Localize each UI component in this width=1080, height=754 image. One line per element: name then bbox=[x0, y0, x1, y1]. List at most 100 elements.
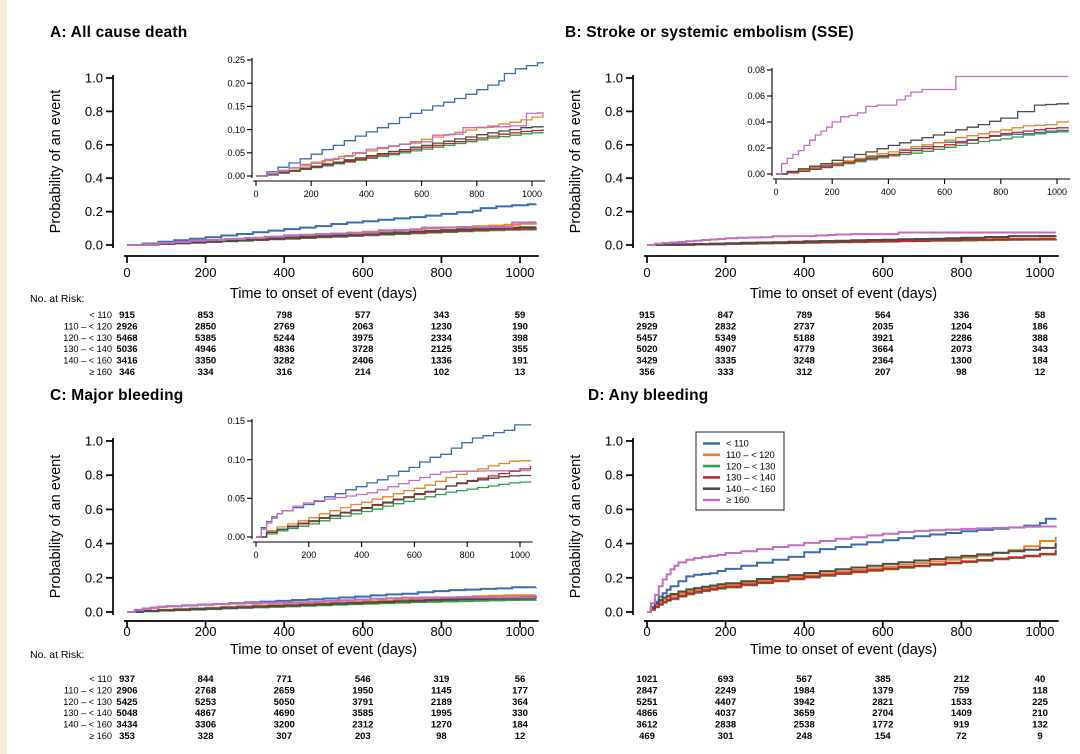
at-risk-value: 3282 bbox=[274, 356, 295, 367]
at-risk-value: 3416 bbox=[116, 356, 137, 367]
at-risk-value: 328 bbox=[198, 731, 214, 742]
at-risk-value: 5036 bbox=[116, 344, 137, 355]
at-risk-value: 333 bbox=[718, 367, 734, 378]
x-axis-title: Time to onset of event (days) bbox=[230, 642, 417, 658]
legend-label: < 110 bbox=[726, 439, 749, 449]
at-risk-value: 3975 bbox=[352, 333, 374, 344]
at-risk-value: 343 bbox=[433, 310, 449, 321]
at-risk-value: 225 bbox=[1032, 697, 1049, 708]
at-risk-row-label: 120 – < 130 bbox=[63, 697, 112, 707]
at-risk-value: 577 bbox=[355, 310, 371, 321]
at-risk-value: 5050 bbox=[274, 697, 295, 708]
inset-x-tick-label: 400 bbox=[881, 187, 896, 197]
at-risk-value: 355 bbox=[512, 344, 529, 355]
at-risk-value: 4037 bbox=[715, 708, 736, 719]
series-line-inset bbox=[256, 424, 532, 538]
at-risk-value: 319 bbox=[433, 674, 449, 685]
at-risk-value: 567 bbox=[796, 674, 812, 685]
at-risk-value: 3306 bbox=[195, 720, 216, 731]
inset-x-tick-label: 0 bbox=[253, 189, 258, 199]
page-edge-strip bbox=[0, 0, 7, 754]
y-tick-label: 0.0 bbox=[85, 605, 103, 620]
at-risk-value: 2850 bbox=[195, 321, 216, 332]
at-risk-value: 4690 bbox=[274, 708, 295, 719]
at-risk-value: 4946 bbox=[195, 344, 216, 355]
at-risk-value: 184 bbox=[512, 720, 529, 731]
series-line-inset bbox=[256, 112, 544, 177]
at-risk-value: 2906 bbox=[116, 685, 137, 696]
at-risk-value: 12 bbox=[1035, 367, 1046, 378]
at-risk-value: 98 bbox=[436, 731, 447, 742]
at-risk-value: 102 bbox=[433, 367, 449, 378]
at-risk-value: 132 bbox=[1032, 720, 1048, 731]
at-risk-value: 2286 bbox=[951, 333, 972, 344]
inset-y-tick-label: 0.00 bbox=[227, 171, 245, 181]
y-tick-label: 0.4 bbox=[85, 171, 103, 186]
at-risk-value: 5048 bbox=[116, 708, 137, 719]
series-line-inset bbox=[256, 125, 544, 177]
series-line-inset bbox=[776, 120, 1069, 175]
at-risk-value: 56 bbox=[515, 674, 526, 685]
at-risk-value: 693 bbox=[718, 674, 734, 685]
inset-x-tick-label: 800 bbox=[469, 189, 484, 199]
legend-label: 120 – < 130 bbox=[726, 461, 775, 471]
at-risk-value: 58 bbox=[1035, 310, 1046, 321]
at-risk-value: 3350 bbox=[195, 356, 216, 367]
at-risk-value: 919 bbox=[953, 720, 969, 731]
series-line-inset bbox=[256, 481, 532, 538]
at-risk-value: 3429 bbox=[636, 356, 657, 367]
at-risk-row-label: 130 – < 140 bbox=[63, 344, 112, 354]
inset-x-tick-label: 800 bbox=[993, 187, 1008, 197]
series-line-main bbox=[647, 542, 1057, 613]
x-tick-label: 1000 bbox=[506, 624, 535, 639]
x-tick-label: 800 bbox=[431, 624, 453, 639]
inset-y-tick-label: 0.00 bbox=[227, 532, 245, 542]
main-axes bbox=[106, 75, 539, 263]
at-risk-value: 40 bbox=[1035, 674, 1046, 685]
y-tick-label: 0.6 bbox=[605, 137, 623, 152]
at-risk-value: 1995 bbox=[431, 708, 453, 719]
x-tick-label: 0 bbox=[643, 624, 650, 639]
series-line-inset bbox=[256, 61, 544, 177]
at-risk-value: 789 bbox=[796, 310, 812, 321]
at-risk-value: 2334 bbox=[431, 333, 453, 344]
y-tick-label: 0.8 bbox=[85, 468, 103, 483]
y-tick-label: 0.4 bbox=[605, 171, 623, 186]
x-tick-label: 200 bbox=[195, 265, 217, 280]
at-risk-row-label: 120 – < 130 bbox=[63, 333, 112, 343]
inset-axes bbox=[247, 419, 533, 547]
at-risk-value: 2704 bbox=[872, 708, 894, 719]
x-tick-label: 600 bbox=[872, 265, 894, 280]
at-risk-value: 307 bbox=[276, 731, 292, 742]
at-risk-value: 13 bbox=[515, 367, 526, 378]
at-risk-value: 2768 bbox=[195, 685, 216, 696]
at-risk-value: 847 bbox=[718, 310, 734, 321]
panel-title: D: Any bleeding bbox=[588, 387, 709, 404]
at-risk-value: 3200 bbox=[274, 720, 295, 731]
x-tick-label: 400 bbox=[273, 265, 295, 280]
y-tick-label: 0.0 bbox=[605, 238, 623, 253]
at-risk-value: 759 bbox=[953, 685, 969, 696]
at-risk-value: 4779 bbox=[794, 344, 815, 355]
y-axis-title: Probability of an event bbox=[568, 455, 584, 598]
inset-y-tick-label: 0.20 bbox=[227, 78, 245, 88]
at-risk-value: 1772 bbox=[872, 720, 893, 731]
at-risk-heading: No. at Risk: bbox=[30, 293, 84, 305]
at-risk-value: 9 bbox=[1037, 731, 1042, 742]
at-risk-row-label: 140 – < 160 bbox=[63, 356, 112, 366]
x-tick-label: 800 bbox=[431, 265, 453, 280]
y-tick-label: 0.0 bbox=[85, 238, 103, 253]
x-tick-label: 600 bbox=[352, 265, 374, 280]
series-line-main bbox=[647, 231, 1056, 246]
inset-x-tick-label: 1000 bbox=[1047, 187, 1067, 197]
x-tick-label: 400 bbox=[793, 265, 815, 280]
inset-y-tick-label: 0.15 bbox=[227, 416, 245, 426]
at-risk-value: 330 bbox=[512, 708, 528, 719]
series-line-inset bbox=[776, 127, 1069, 175]
major-bleeding-chart: 0.0 0.2 0.4 0.6 0.8 1.0 0 200 400 600 800 1000 Time … bbox=[30, 416, 539, 742]
x-tick-label: 1000 bbox=[1026, 624, 1055, 639]
y-tick-label: 0.4 bbox=[85, 536, 103, 551]
series-line-main bbox=[127, 221, 537, 246]
y-tick-label: 1.0 bbox=[85, 71, 103, 86]
